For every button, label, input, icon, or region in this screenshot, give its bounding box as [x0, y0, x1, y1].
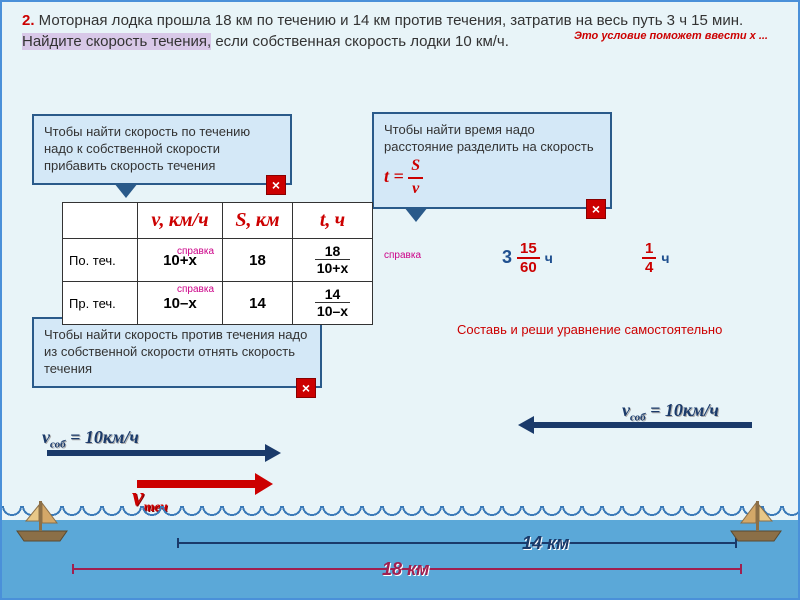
data-table: v, км/ч S, км t, ч По. теч. 10+x 18 1810… [62, 202, 373, 325]
arrow-right-icon [47, 450, 267, 456]
water-graphic [2, 498, 798, 598]
distance-14: 14 км [522, 533, 569, 554]
boat-icon [726, 493, 786, 543]
close-icon[interactable]: × [266, 175, 286, 195]
tooltip-upstream-speed: Чтобы найти скорость против течения надо… [32, 317, 322, 388]
hint-condition: Это условие поможет ввести х ... [574, 30, 768, 42]
arrow-current-icon [137, 480, 257, 488]
own-speed-label: vсоб = 10км/ч [42, 427, 139, 451]
problem-number: 2. [22, 12, 35, 29]
spravka-link[interactable]: справка [384, 250, 421, 261]
total-time-mixed: 3 1560 ч [502, 240, 553, 276]
spravka-link[interactable]: справка [177, 246, 214, 257]
close-icon[interactable]: × [296, 378, 316, 398]
table-row: Пр. теч. 10–x 14 1410–x [63, 282, 373, 325]
time-formula: t = Sv [384, 166, 423, 186]
distance-18: 18 км [382, 559, 429, 580]
boat-icon [12, 493, 72, 543]
problem-text: 2. Моторная лодка прошла 18 км по течени… [2, 2, 798, 56]
tooltip-time-formula: Чтобы найти время надо расстояние раздел… [372, 112, 612, 209]
total-time-simplified: 14 ч [642, 240, 670, 276]
tooltip-downstream-speed: Чтобы найти скорость по течению надо к с… [32, 114, 292, 185]
own-speed-label: vсоб = 10км/ч [622, 400, 719, 424]
spravka-link[interactable]: справка [177, 284, 214, 295]
close-icon[interactable]: × [586, 199, 606, 219]
solve-instruction: Составь и реши уравнение самостоятельно [457, 322, 722, 339]
arrow-left-icon [532, 422, 752, 428]
table-header: v, км/ч S, км t, ч [63, 203, 373, 239]
table-row: По. теч. 10+x 18 1810+x [63, 239, 373, 282]
distance-line-14 [177, 542, 737, 544]
